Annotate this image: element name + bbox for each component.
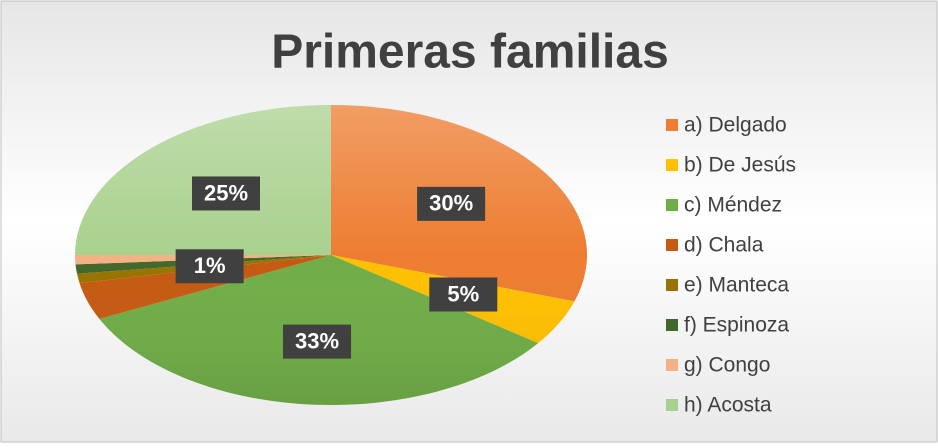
legend-label: b) De Jesús (684, 154, 796, 177)
legend-swatch (666, 159, 678, 171)
data-labels: 30% 5% 33% 1% 25% (175, 176, 498, 359)
data-label: 25% (192, 176, 261, 211)
data-label-box (429, 277, 498, 312)
data-label-box (175, 249, 244, 284)
legend-label: e) Manteca (684, 274, 789, 297)
data-label-box (283, 324, 352, 359)
legend-swatch (666, 279, 678, 291)
legend-swatch (666, 239, 678, 251)
chart-title: Primeras familias (271, 26, 669, 79)
legend-label: c) Méndez (684, 194, 782, 217)
data-label-text: 25% (204, 180, 248, 205)
legend-swatch (666, 359, 678, 371)
data-label-text: 30% (429, 191, 473, 216)
data-label-text: 33% (295, 328, 339, 353)
legend: a) Delgado b) De Jesús c) Méndez d) Chala e)… (666, 114, 796, 417)
legend-label: d) Chala (684, 234, 764, 257)
data-label-box (192, 176, 261, 211)
data-label: 5% (429, 277, 498, 312)
data-label-box (417, 186, 486, 221)
pie-shading (75, 105, 587, 405)
legend-swatch (666, 319, 678, 331)
legend-label: h) Acosta (684, 394, 772, 417)
legend-label: f) Espinoza (684, 314, 789, 337)
legend-swatch (666, 399, 678, 411)
data-label: 33% (283, 324, 352, 359)
data-label: 30% (417, 186, 486, 221)
data-label-text: 1% (194, 253, 226, 278)
legend-swatch (666, 119, 678, 131)
legend-label: g) Congo (684, 354, 770, 377)
legend-swatch (666, 199, 678, 211)
data-label-text: 5% (447, 281, 479, 306)
data-label: 1% (175, 249, 244, 284)
pie (75, 105, 587, 405)
legend-label: a) Delgado (684, 114, 787, 137)
